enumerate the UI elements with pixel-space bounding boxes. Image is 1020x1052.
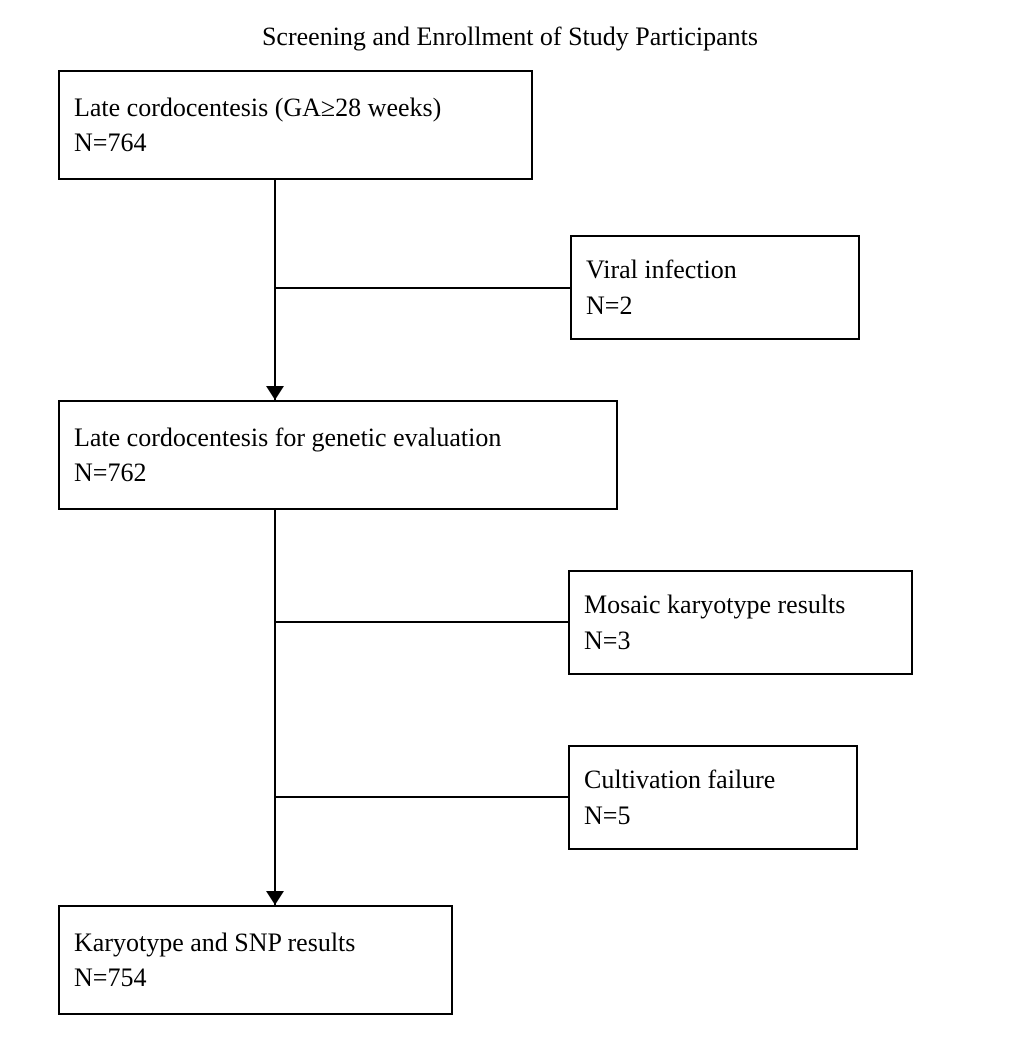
node-viral-infection: Viral infection N=2 (570, 235, 860, 340)
node-late-cordocentesis-all: Late cordocentesis (GA≥28 weeks) N=764 (58, 70, 533, 180)
node-text: Late cordocentesis for genetic evaluatio… (74, 420, 602, 455)
node-text: Karyotype and SNP results (74, 925, 437, 960)
node-count: N=762 (74, 455, 602, 490)
node-cultivation-failure: Cultivation failure N=5 (568, 745, 858, 850)
node-genetic-evaluation: Late cordocentesis for genetic evaluatio… (58, 400, 618, 510)
node-count: N=5 (584, 798, 842, 833)
node-text: Mosaic karyotype results (584, 587, 897, 622)
node-karyotype-snp-results: Karyotype and SNP results N=754 (58, 905, 453, 1015)
node-count: N=764 (74, 125, 517, 160)
node-text: Viral infection (586, 252, 844, 287)
node-text: Cultivation failure (584, 762, 842, 797)
node-mosaic-karyotype: Mosaic karyotype results N=3 (568, 570, 913, 675)
node-count: N=3 (584, 623, 897, 658)
node-count: N=2 (586, 288, 844, 323)
node-text: Late cordocentesis (GA≥28 weeks) (74, 90, 517, 125)
flowchart-canvas: Screening and Enrollment of Study Partic… (0, 0, 1020, 1052)
node-count: N=754 (74, 960, 437, 995)
diagram-title: Screening and Enrollment of Study Partic… (0, 22, 1020, 52)
